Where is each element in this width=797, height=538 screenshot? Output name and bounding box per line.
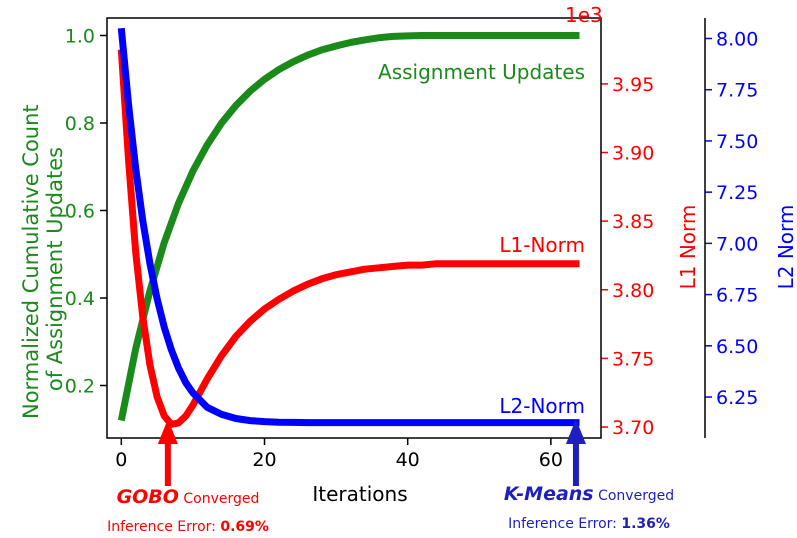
series-layer bbox=[117, 27, 580, 428]
gobo-error-line: Inference Error: 0.69% bbox=[90, 516, 286, 538]
left-tick-label: 0.8 bbox=[65, 113, 95, 135]
l2-tick-label: 7.50 bbox=[716, 131, 758, 153]
l2-norm-line bbox=[117, 27, 580, 427]
kmeans-error-label: Inference Error: bbox=[508, 516, 617, 532]
series-label-l2: L2-Norm bbox=[499, 394, 585, 418]
x-tick-label: 60 bbox=[539, 449, 563, 471]
kmeans-arrow-icon-head bbox=[565, 419, 586, 444]
kmeans-error-value: 1.36% bbox=[621, 516, 670, 532]
left-tick-label: 0.6 bbox=[65, 201, 95, 223]
l1-norm-line bbox=[117, 49, 580, 428]
left-axis-label-line1: Normalized Cumulative Count bbox=[19, 104, 43, 419]
l2-tick-label: 6.25 bbox=[716, 387, 758, 409]
l2-tick-label: 7.75 bbox=[716, 80, 758, 102]
l2-axis-label: L2 Norm bbox=[774, 204, 797, 290]
l1-tick-label: 3.75 bbox=[612, 348, 654, 370]
series-label-assignment: Assignment Updates bbox=[378, 60, 585, 84]
gobo-arrow-icon bbox=[157, 419, 178, 486]
x-tick-label: 0 bbox=[115, 449, 127, 471]
gobo-error-value: 0.69% bbox=[220, 519, 269, 535]
left-tick-label: 0.2 bbox=[65, 376, 95, 398]
l2-tick-label: 6.50 bbox=[716, 336, 758, 358]
gobo-title-line: GOBO Converged bbox=[90, 484, 286, 512]
kmeans-status: Converged bbox=[598, 488, 675, 504]
l1-axis-label: L1 Norm bbox=[676, 204, 700, 290]
assignment-updates-line bbox=[117, 32, 580, 422]
left-axis-label: Normalized Cumulative Count of Assignmen… bbox=[19, 104, 67, 419]
x-axis-label: Iterations bbox=[312, 482, 408, 506]
kmeans-name: K-Means bbox=[503, 483, 594, 505]
l1-tick-label: 3.70 bbox=[612, 417, 654, 439]
plot-frame bbox=[106, 17, 602, 439]
left-tick-label: 0.4 bbox=[65, 288, 95, 310]
l1-tick-label: 3.80 bbox=[612, 280, 654, 302]
series-label-l1: L1-Norm bbox=[499, 233, 585, 257]
x-tick-label: 40 bbox=[396, 449, 420, 471]
l1-offset-text: 1e3 bbox=[565, 3, 603, 27]
axes-layer bbox=[106, 17, 706, 486]
gobo-status: Converged bbox=[183, 491, 260, 507]
left-tick-label: 1.0 bbox=[65, 26, 95, 48]
gobo-error-label: Inference Error: bbox=[107, 519, 216, 535]
l2-tick-label: 6.75 bbox=[716, 285, 758, 307]
x-tick-label: 20 bbox=[252, 449, 276, 471]
kmeans-title-line: K-Means Converged bbox=[486, 481, 692, 509]
l1-tick-label: 3.95 bbox=[612, 74, 654, 96]
gobo-name: GOBO bbox=[116, 486, 179, 508]
gobo-arrow-icon-head bbox=[157, 419, 178, 444]
l1-tick-label: 3.85 bbox=[612, 211, 654, 233]
ticks-layer: 0 20 40 60 0.2 0.4 0.6 0.8 1.0 3.70 3.75 3.80 3.85 3.… bbox=[65, 26, 759, 472]
l2-tick-label: 7.00 bbox=[716, 233, 758, 255]
gobo-annotation: GOBO Converged Inference Error: 0.69% bbox=[90, 484, 286, 538]
left-axis-label-line2: of Assignment Updates bbox=[43, 146, 67, 392]
kmeans-error-line: Inference Error: 1.36% bbox=[486, 513, 692, 535]
kmeans-annotation: K-Means Converged Inference Error: 1.36% bbox=[486, 481, 692, 535]
l1-tick-label: 3.90 bbox=[612, 143, 654, 165]
kmeans-arrow-icon bbox=[565, 419, 586, 486]
l2-tick-label: 8.00 bbox=[716, 28, 758, 50]
l2-tick-label: 7.25 bbox=[716, 182, 758, 204]
